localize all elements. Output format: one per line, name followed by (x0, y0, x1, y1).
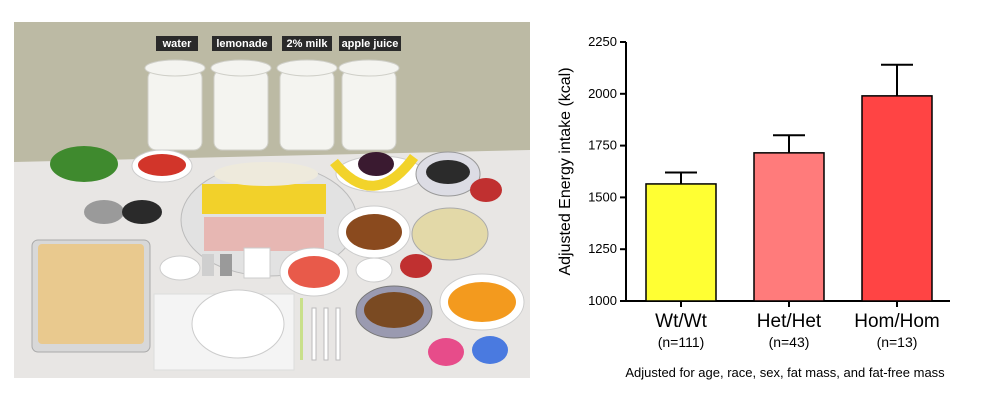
pitcher-label-apple-juice: apple juice (342, 38, 399, 50)
category-label: Wt/Wt (655, 311, 707, 332)
y-tick-label: 2250 (588, 34, 617, 49)
chart-footnote: Adjusted for age, race, sex, fat mass, a… (625, 365, 945, 380)
bar-wt-wt (645, 183, 717, 302)
y-tick-label: 1250 (588, 241, 617, 256)
y-tick-label: 1500 (588, 189, 617, 204)
y-axis-label: Adjusted Energy intake (kcal) (557, 67, 574, 275)
sample-size-label: (n=111) (658, 334, 705, 350)
energy-intake-bar-chart: 1000 1250 1500 1750 2000 2250 Wt/Wt (n=111) Het… (557, 34, 950, 380)
y-tick-label: 1000 (588, 293, 617, 308)
pitcher-label-water: water (162, 38, 192, 50)
pitcher-label-milk: 2% milk (287, 38, 329, 50)
category-label: Hom/Hom (854, 311, 940, 332)
chart-labels: Wt/Wt (n=111) Het/Het (n=43) Hom/Hom (n=13) (655, 311, 940, 350)
sample-size-label: (n=43) (769, 334, 810, 350)
category-label: Het/Het (757, 311, 822, 332)
y-tick-label: 1750 (588, 138, 617, 153)
chart-bars (645, 63, 933, 302)
sample-size-label: (n=13) (877, 334, 918, 350)
bar-het-het (753, 152, 825, 302)
food-buffet-photo: water lemonade 2% milk apple juice (14, 22, 530, 378)
bar-hom-hom (861, 95, 933, 302)
pitcher-label-lemonade: lemonade (216, 38, 267, 50)
y-tick-label: 2000 (588, 86, 617, 101)
